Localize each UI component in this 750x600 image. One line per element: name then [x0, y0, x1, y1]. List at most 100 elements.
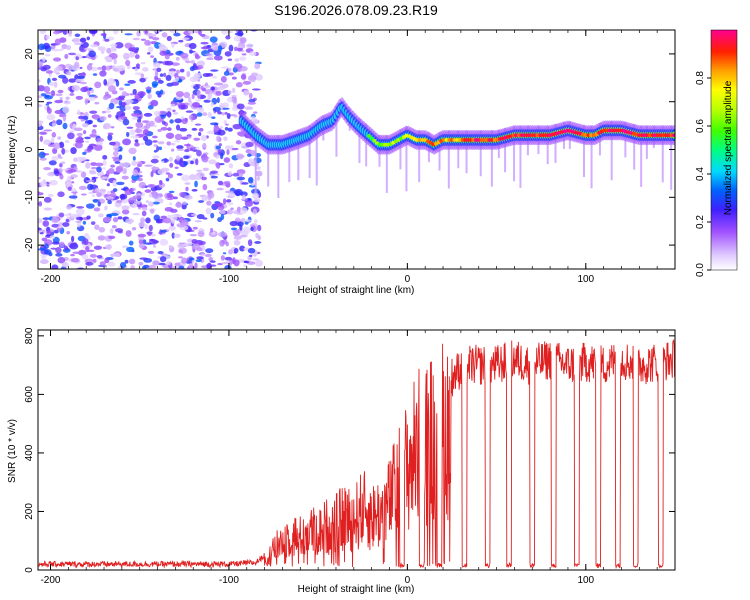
noise-blob — [43, 86, 51, 93]
noise-blob — [196, 169, 203, 172]
noise-blob — [87, 249, 95, 252]
noise-blob — [87, 90, 91, 96]
noise-blob — [233, 235, 242, 240]
noise-blob — [38, 43, 45, 51]
noise-blob — [134, 142, 140, 147]
noise-blob — [73, 127, 83, 132]
noise-blob — [94, 224, 100, 230]
noise-blob — [50, 247, 57, 250]
noise-blob — [219, 152, 224, 160]
noise-blob — [49, 235, 56, 240]
noise-blob — [248, 92, 253, 100]
noise-blob — [73, 42, 83, 46]
noise-blob — [220, 255, 225, 261]
noise-blob — [62, 30, 68, 35]
noise-blob — [40, 259, 49, 265]
noise-blob — [83, 238, 89, 246]
noise-blob — [108, 235, 116, 240]
noise-blob — [201, 156, 209, 163]
noise-blob — [177, 243, 185, 249]
ridge-core — [372, 138, 377, 143]
noise-blob — [176, 145, 184, 150]
snr-xtick-label: 0 — [405, 575, 411, 586]
noise-blob — [236, 103, 245, 110]
noise-blob — [92, 124, 97, 128]
noise-blob — [206, 57, 214, 61]
noise-blob — [91, 66, 98, 72]
colorbar-tick-label: 0.2 — [695, 215, 706, 229]
noise-blob — [244, 219, 252, 223]
noise-blob — [57, 154, 61, 158]
noise-blob — [45, 70, 53, 74]
noise-blob — [102, 96, 109, 101]
noise-blob — [103, 78, 108, 86]
noise-blob — [129, 93, 134, 96]
noise-blob — [147, 46, 154, 53]
noise-blob — [48, 81, 55, 87]
noise-blob — [212, 76, 218, 79]
noise-blob — [117, 65, 126, 72]
noise-blob — [244, 106, 254, 110]
noise-blob — [144, 30, 148, 35]
noise-blob — [114, 147, 121, 150]
noise-blob — [247, 247, 256, 254]
noise-blob — [196, 107, 205, 113]
noise-blob — [47, 193, 54, 197]
noise-blob — [192, 226, 198, 230]
noise-blob — [52, 147, 58, 155]
noise-blob — [184, 195, 193, 200]
noise-blob — [169, 202, 173, 206]
noise-blob — [57, 89, 64, 94]
noise-blob — [68, 52, 77, 56]
noise-blob — [160, 114, 166, 119]
spectrogram-ytick-label: 0 — [24, 146, 35, 152]
noise-blob — [54, 38, 61, 46]
noise-blob — [230, 207, 234, 211]
noise-blob — [51, 77, 58, 81]
noise-blob — [38, 176, 41, 180]
noise-blob — [79, 37, 87, 43]
noise-blob — [179, 127, 188, 132]
noise-blob — [142, 239, 147, 245]
noise-blob — [54, 168, 58, 171]
noise-blob — [70, 213, 78, 219]
noise-blob — [248, 158, 252, 165]
noise-blob — [142, 129, 150, 136]
noise-blob — [171, 42, 175, 48]
noise-blob — [189, 147, 193, 152]
noise-blob — [178, 265, 185, 269]
noise-blob — [188, 257, 195, 261]
noise-blob — [183, 242, 193, 247]
noise-blob — [83, 47, 93, 51]
noise-blob — [165, 177, 170, 182]
noise-blob — [38, 217, 43, 224]
noise-blob — [157, 250, 164, 255]
noise-blob — [202, 183, 208, 191]
noise-blob — [95, 162, 104, 167]
noise-blob — [215, 162, 221, 168]
noise-blob — [114, 41, 124, 49]
noise-blob — [163, 217, 172, 224]
noise-blob — [218, 143, 222, 147]
spectrogram-ylabel: Frequency (Hz) — [7, 116, 18, 185]
noise-blob — [231, 96, 238, 104]
noise-blob — [152, 140, 158, 143]
noise-blob — [184, 182, 191, 185]
noise-blob — [93, 245, 103, 250]
noise-blob — [253, 111, 258, 114]
noise-blob — [230, 227, 238, 231]
noise-blob — [124, 33, 133, 36]
noise-blob — [59, 174, 64, 180]
noise-blob — [75, 216, 84, 221]
noise-blob — [39, 157, 47, 161]
noise-blob — [93, 207, 101, 212]
noise-blob — [223, 136, 228, 141]
noise-blob — [54, 109, 64, 115]
noise-blob — [237, 221, 244, 227]
noise-blob — [46, 107, 52, 114]
noise-blob — [91, 194, 96, 198]
noise-blob — [140, 73, 145, 78]
noise-blob — [115, 165, 124, 173]
noise-blob — [141, 206, 148, 211]
